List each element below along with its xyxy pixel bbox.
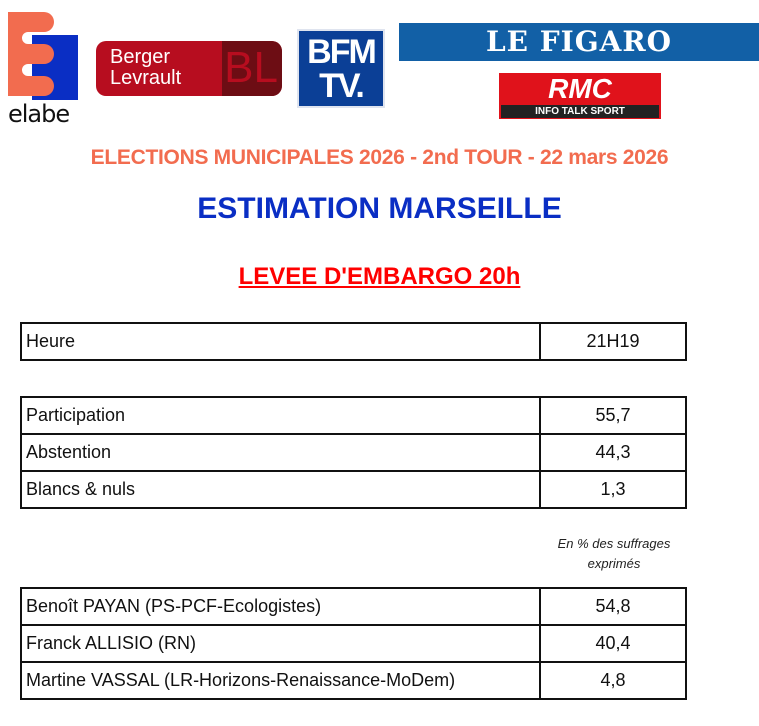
rmc-logo: RMC INFO TALK SPORT (499, 73, 661, 119)
bfmtv-logo: BFM TV. (297, 29, 385, 108)
election-subtitle: ELECTIONS MUNICIPALES 2026 - 2nd TOUR - … (90, 146, 669, 169)
candidates-table: Benoît PAYAN (PS-PCF-Ecologistes) 54,8 Fr… (20, 587, 687, 700)
candidate-name: Benoît PAYAN (PS-PCF-Ecologistes) (20, 587, 541, 626)
candidate-name: Martine VASSAL (LR-Horizons-Renaissance-… (20, 661, 541, 700)
page-title: ESTIMATION MARSEILLE (197, 192, 562, 225)
embargo-notice: LEVEE D'EMBARGO 20h (238, 263, 521, 290)
time-table: Heure 21H19 (20, 322, 687, 361)
turnout-table: Participation 55,7 Abstention 44,3 Blancs … (20, 396, 687, 509)
row-value: 44,3 (539, 433, 687, 472)
row-label: Abstention (20, 433, 541, 472)
elabe-logo: elabe (6, 10, 81, 128)
table-row: Blancs & nuls 1,3 (20, 470, 687, 509)
table-row: Franck ALLISIO (RN) 40,4 (20, 624, 687, 663)
row-label: Blancs & nuls (20, 470, 541, 509)
table-row: Heure 21H19 (20, 322, 687, 361)
table-row: Benoît PAYAN (PS-PCF-Ecologistes) 54,8 (20, 587, 687, 626)
le-figaro-logo: LE FIGARO (399, 23, 759, 61)
candidate-name: Franck ALLISIO (RN) (20, 624, 541, 663)
time-label: Heure (20, 322, 541, 361)
table-row: Participation 55,7 (20, 396, 687, 435)
candidate-score: 54,8 (539, 587, 687, 626)
table-row: Martine VASSAL (LR-Horizons-Renaissance-… (20, 661, 687, 700)
candidate-score: 4,8 (539, 661, 687, 700)
table-row: Abstention 44,3 (20, 433, 687, 472)
candidate-score: 40,4 (539, 624, 687, 663)
row-value: 1,3 (539, 470, 687, 509)
units-note: En % des suffrages exprimés (557, 536, 671, 571)
row-value: 55,7 (539, 396, 687, 435)
berger-levrault-logo: BL Berger Levrault (96, 41, 282, 96)
time-value: 21H19 (539, 322, 687, 361)
row-label: Participation (20, 396, 541, 435)
elabe-wordmark: elabe (8, 100, 70, 128)
